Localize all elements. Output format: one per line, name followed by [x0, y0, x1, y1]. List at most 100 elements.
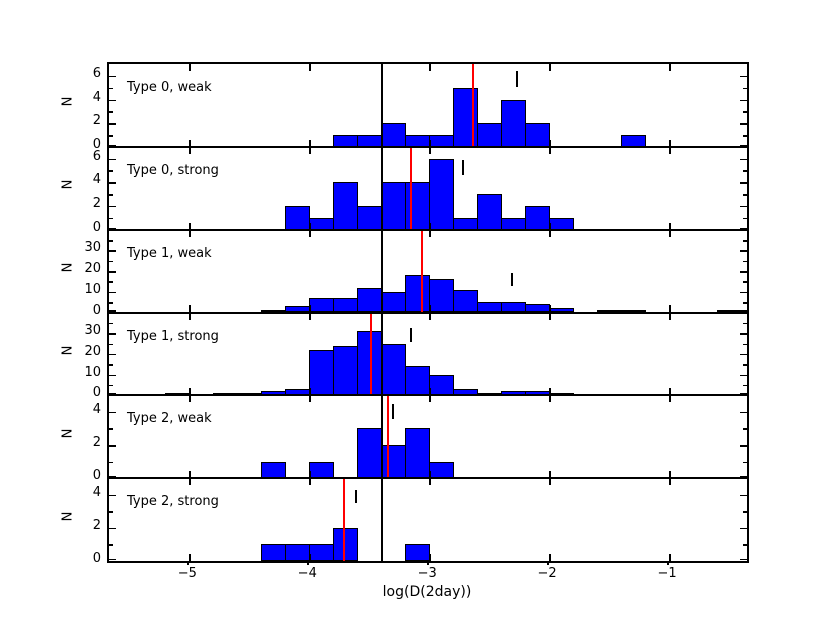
histogram-bar [285, 544, 311, 561]
histogram-bar [501, 99, 527, 147]
y-tick [740, 205, 747, 208]
panel-title: Type 1, strong [127, 328, 219, 344]
y-tick-label: 30 [84, 323, 101, 339]
histogram-bar [477, 194, 503, 230]
x-tick [669, 222, 671, 230]
y-tick [109, 271, 116, 273]
x-axis-title: log(D(2day)) [382, 584, 472, 600]
x-tick [429, 64, 431, 71]
y-tick [743, 364, 747, 366]
y-tick-label: 10 [84, 364, 101, 380]
x-tick [549, 64, 551, 71]
marker-tick [510, 272, 513, 286]
x-tick [309, 146, 311, 154]
y-axis-title: N [60, 97, 76, 107]
y-tick [740, 374, 747, 377]
x-tick [309, 478, 311, 486]
x-tick [669, 64, 671, 71]
x-tick [309, 312, 311, 320]
x-tick-label: −4 [297, 566, 317, 581]
panel-title: Type 0, weak [127, 80, 212, 95]
x-tick [309, 388, 311, 396]
histogram-bar [453, 289, 479, 313]
x-tick [429, 395, 431, 403]
histogram-bar [429, 461, 455, 479]
histogram-bar [333, 298, 359, 313]
marker-tick [461, 160, 464, 175]
panel-type-2-strong: Type 2, strong [109, 478, 747, 561]
x-tick [309, 395, 311, 403]
y-axis-title: N [60, 179, 76, 190]
y-tick [109, 75, 116, 78]
y-tick [740, 310, 747, 312]
x-tick-outer [667, 561, 669, 565]
marker-tick [354, 489, 357, 503]
red-median-line [370, 312, 373, 396]
histogram-bar [333, 345, 359, 396]
x-tick [189, 553, 191, 561]
red-median-line [342, 478, 345, 561]
x-tick [429, 553, 431, 561]
x-tick [189, 388, 191, 396]
histogram-bar [405, 182, 431, 230]
y-tick [109, 353, 116, 356]
y-tick-label: 0 [92, 136, 101, 152]
y-tick [109, 384, 113, 387]
y-tick [740, 250, 747, 252]
histogram-bar [381, 123, 407, 147]
y-tick [109, 227, 116, 230]
y-tick [743, 135, 747, 137]
y-tick [740, 445, 747, 447]
y-tick-label: 10 [84, 281, 101, 297]
x-tick [189, 64, 191, 71]
y-tick-label: 20 [84, 261, 101, 277]
x-tick [189, 146, 191, 154]
y-tick [109, 558, 116, 561]
panel-type-0-strong: Type 0, strong [109, 146, 747, 230]
x-tick-outer [547, 561, 549, 565]
y-tick [109, 445, 116, 447]
x-tick [549, 553, 551, 561]
histogram-bar [525, 123, 551, 147]
y-tick [109, 182, 116, 184]
y-tick [109, 111, 113, 113]
panel-divider [109, 228, 747, 231]
histogram-bar [381, 182, 407, 230]
histogram-bar [261, 544, 287, 561]
histogram-bar [381, 445, 407, 479]
x-tick [189, 222, 191, 230]
y-tick [109, 527, 116, 530]
y-tick [743, 260, 747, 263]
y-tick [743, 428, 747, 430]
x-tick [669, 139, 671, 147]
x-tick-label: −5 [177, 566, 197, 581]
marker-tick [515, 70, 518, 88]
panel-divider [109, 311, 747, 314]
x-tick [189, 471, 191, 479]
x-tick-label: −1 [657, 566, 677, 581]
red-median-line [472, 64, 475, 147]
plot-area: Type 0, weak Type 0, strong Type 1, weak Ty… [107, 62, 749, 563]
y-tick [740, 558, 747, 561]
x-tick-outer [307, 561, 309, 565]
y-tick [109, 205, 116, 208]
x-tick-label: −3 [417, 566, 437, 581]
y-tick [743, 544, 747, 546]
y-tick [740, 144, 747, 147]
y-tick [109, 310, 116, 312]
histogram-bar [261, 461, 287, 479]
x-tick [549, 229, 551, 237]
y-tick [109, 158, 116, 161]
y-tick [109, 135, 113, 137]
panel-title: Type 0, strong [127, 162, 219, 178]
x-tick [669, 146, 671, 154]
histogram-bar [333, 182, 359, 230]
y-tick [109, 144, 116, 147]
panel-title: Type 2, weak [127, 411, 212, 427]
x-tick [549, 222, 551, 230]
y-tick [743, 461, 747, 464]
x-tick [309, 229, 311, 237]
x-tick [669, 471, 671, 479]
y-tick-label: 30 [84, 240, 101, 256]
